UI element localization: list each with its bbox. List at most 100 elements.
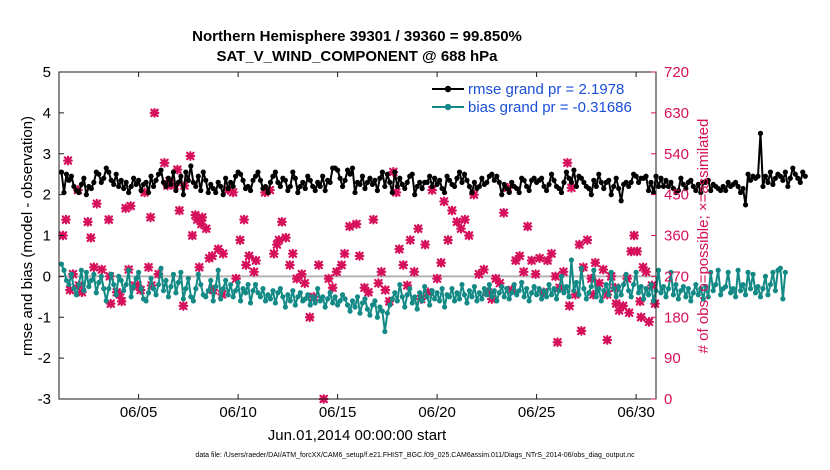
- rmse-point: [690, 183, 696, 190]
- rmse-point: [387, 179, 393, 185]
- rmse-point: [785, 183, 791, 190]
- bias-point: [280, 294, 286, 300]
- obs-count-glyph: [456, 223, 466, 234]
- rmse-point: [787, 175, 793, 181]
- obs-count-marker: [82, 216, 93, 227]
- obs-count-marker: [526, 255, 537, 266]
- rmse-point: [148, 173, 154, 179]
- bias-point: [103, 298, 109, 304]
- bias-point: [573, 279, 580, 286]
- rmse-point: [668, 179, 674, 185]
- bias-point: [496, 290, 502, 296]
- rmse-point: [190, 179, 196, 185]
- rmse-point: [359, 173, 366, 179]
- obs-count-marker: [586, 273, 597, 284]
- obs-count-glyph: [85, 232, 96, 243]
- obs-count-glyph: [618, 300, 629, 311]
- rmse-point: [158, 167, 164, 173]
- obs-count-marker: [85, 232, 96, 243]
- obs-count-marker: [260, 187, 270, 198]
- rmse-point: [208, 181, 214, 188]
- bias-point: [471, 283, 478, 290]
- rmse-point: [292, 175, 298, 181]
- bias-point: [210, 298, 216, 304]
- obs-count-glyph: [558, 266, 569, 277]
- obs-count-glyph: [542, 255, 553, 266]
- rmse-point: [489, 171, 495, 177]
- rmse-point: [245, 183, 251, 190]
- rmse-point: [444, 173, 450, 179]
- obs-count-marker: [218, 248, 229, 259]
- obs-count-glyph: [598, 264, 609, 275]
- rmse-point: [252, 173, 259, 179]
- chart-subtitle: SAT_V_WIND_COMPONENT @ 688 hPa: [216, 48, 498, 65]
- rmse-point: [287, 183, 293, 190]
- obs-count-glyph: [514, 251, 525, 261]
- rmse-point: [802, 173, 808, 179]
- rmse-point: [78, 181, 84, 188]
- rmse-point: [116, 183, 122, 190]
- obs-count-glyph: [208, 285, 219, 295]
- rmse-point: [469, 189, 475, 196]
- bias-point: [665, 286, 672, 292]
- obs-count-marker: [582, 235, 593, 245]
- rmse-point: [770, 181, 776, 188]
- rmse-point: [424, 179, 430, 185]
- bias-point: [583, 296, 589, 302]
- bias-point: [693, 281, 699, 288]
- obs-count-glyph: [394, 244, 405, 255]
- rmse-point: [399, 181, 405, 188]
- rmse-point: [262, 183, 269, 190]
- obs-count-glyph: [339, 248, 350, 259]
- bias-point: [320, 294, 326, 300]
- rmse-point: [379, 169, 385, 175]
- obs-count-glyph: [384, 296, 395, 307]
- bias-point: [76, 281, 82, 288]
- rmse-point: [588, 192, 594, 198]
- obs-count-glyph: [201, 223, 212, 234]
- rmse-point: [228, 179, 234, 185]
- obs-count-marker: [641, 266, 651, 277]
- rmse-point: [558, 189, 565, 196]
- bias-point: [529, 290, 535, 296]
- bias-point: [558, 273, 565, 279]
- obs-count-glyph: [146, 280, 157, 291]
- rmse-point: [384, 171, 390, 177]
- obs-count-glyph: [132, 280, 143, 291]
- obs-count-glyph: [291, 273, 302, 284]
- rmse-point: [446, 177, 453, 183]
- obs-count-marker: [231, 273, 242, 284]
- bias-point: [407, 286, 413, 292]
- obs-count-marker: [409, 266, 420, 277]
- bias-point: [101, 286, 107, 292]
- rmse-point: [113, 171, 119, 177]
- rmse-point: [138, 187, 144, 194]
- bias-point: [163, 277, 169, 284]
- obs-count-glyph: [460, 214, 470, 225]
- bias-point: [297, 290, 303, 296]
- right-axis-ticks: 0 90 180 270 360 450 540 630 720: [651, 64, 689, 408]
- obs-count-glyph: [588, 289, 599, 300]
- obs-count-glyph: [530, 269, 541, 280]
- bias-point: [160, 288, 167, 294]
- bias-point: [556, 288, 562, 294]
- bias-point: [118, 277, 124, 284]
- obs-count-marker: [405, 235, 416, 245]
- obs-count-marker: [265, 185, 275, 195]
- bias-point: [205, 288, 211, 294]
- bias-point: [424, 294, 430, 300]
- rmse-point: [795, 175, 801, 181]
- obs-count-glyph: [402, 280, 413, 291]
- rmse-point: [762, 173, 769, 179]
- rmse-point: [255, 169, 261, 175]
- bias-point: [357, 310, 363, 316]
- bias-point: [576, 292, 582, 298]
- bias-point: [344, 302, 351, 308]
- obs-count-marker: [636, 312, 646, 323]
- bias-point: [469, 294, 475, 300]
- obs-count-glyph: [632, 246, 642, 257]
- bias-point: [138, 286, 144, 292]
- rmse-point: [623, 179, 629, 185]
- rmse-point: [290, 169, 296, 175]
- bias-point: [412, 294, 418, 300]
